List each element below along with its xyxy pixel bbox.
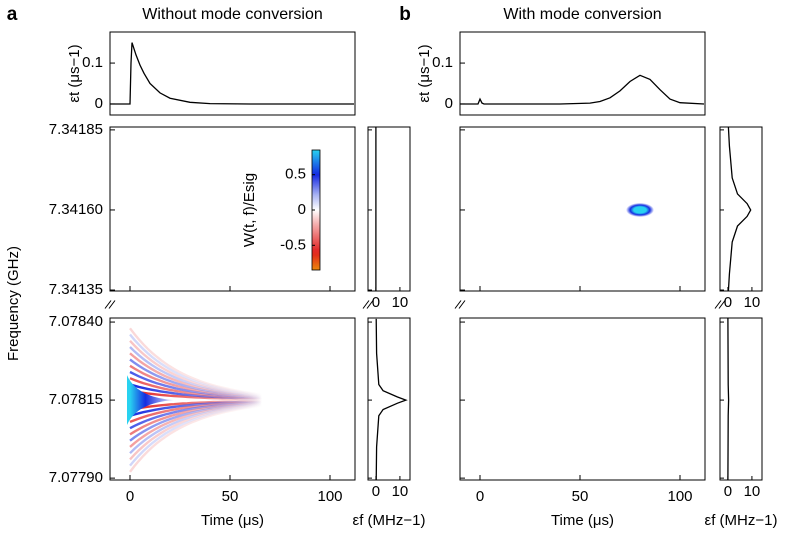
axis-break bbox=[454, 300, 462, 309]
x-axis-label: Time (μs) bbox=[551, 512, 614, 529]
heatmap-background bbox=[460, 127, 705, 291]
plot-frame bbox=[719, 317, 763, 481]
axis-break bbox=[104, 300, 112, 309]
panel-label: b bbox=[399, 4, 411, 25]
x-axis-label: εf (MHz−1) bbox=[705, 512, 778, 529]
colorbar-tick-label: 0.5 bbox=[285, 166, 306, 183]
heatmap-panel bbox=[460, 127, 705, 291]
y-tick-label: 0.1 bbox=[432, 54, 453, 71]
x-tick-label: 10 bbox=[744, 483, 761, 500]
plot-frame bbox=[459, 126, 706, 292]
heatmap-panel bbox=[460, 318, 705, 480]
x-tick-label: 10 bbox=[392, 483, 409, 500]
wigner-ridge bbox=[129, 327, 263, 396]
y-tick-label: 7.34185 bbox=[49, 121, 103, 138]
y-tick-label: 0 bbox=[95, 95, 103, 112]
axis-break bbox=[714, 300, 722, 309]
y-tick-label: 7.34160 bbox=[49, 201, 103, 218]
axis-break bbox=[366, 300, 374, 309]
x-tick-label: 50 bbox=[222, 488, 239, 505]
colorbar-label: W(t, f)/Esig bbox=[241, 173, 258, 247]
heatmap-background bbox=[460, 318, 705, 480]
marginal-line bbox=[727, 127, 752, 291]
heatmap-panel bbox=[110, 318, 355, 480]
x-tick-label: 0 bbox=[372, 483, 380, 500]
trace-line bbox=[460, 74, 705, 105]
y-axis-label: εt (μs−1) bbox=[66, 44, 83, 102]
plot-frame bbox=[459, 31, 706, 116]
panel-title: Without mode conversion bbox=[142, 6, 323, 23]
x-tick-label: 50 bbox=[572, 488, 589, 505]
plot-frame bbox=[367, 317, 411, 481]
plot-frame bbox=[109, 317, 356, 481]
plot-frame bbox=[459, 317, 706, 481]
x-tick-label: 10 bbox=[744, 294, 761, 311]
y-tick-label: 0.1 bbox=[82, 54, 103, 71]
y-tick-label: 7.07840 bbox=[49, 313, 103, 330]
panel-title: With mode conversion bbox=[503, 6, 661, 23]
colorbar-tick-label: 0 bbox=[298, 201, 306, 218]
x-tick-label: 0 bbox=[372, 294, 380, 311]
trace-line bbox=[110, 42, 354, 105]
x-tick-label: 0 bbox=[476, 488, 484, 505]
axis-break bbox=[362, 300, 370, 309]
axis-break bbox=[458, 300, 466, 309]
axis-break bbox=[108, 300, 116, 309]
y-tick-label: 0 bbox=[445, 95, 453, 112]
wigner-peak bbox=[127, 375, 174, 426]
colorbar-tick-label: -0.5 bbox=[280, 236, 306, 253]
plot-frame bbox=[109, 31, 356, 116]
plot-frame bbox=[367, 126, 411, 292]
x-tick-label: 0 bbox=[724, 294, 732, 311]
y-tick-label: 7.07790 bbox=[49, 469, 103, 486]
axis-break bbox=[718, 300, 726, 309]
y-axis-label: Frequency (GHz) bbox=[5, 246, 22, 361]
marginal-line bbox=[727, 318, 730, 480]
plot-frame bbox=[109, 126, 356, 292]
x-tick-label: 10 bbox=[392, 294, 409, 311]
x-tick-label: 100 bbox=[667, 488, 692, 505]
y-tick-label: 7.34135 bbox=[49, 281, 103, 298]
x-axis-label: Time (μs) bbox=[201, 512, 264, 529]
x-tick-label: 0 bbox=[126, 488, 134, 505]
y-tick-label: 7.07815 bbox=[49, 391, 103, 408]
plot-frame bbox=[719, 126, 763, 292]
panel-label: a bbox=[7, 4, 18, 25]
marginal-line bbox=[375, 318, 408, 480]
wigner-peak bbox=[626, 202, 654, 218]
x-axis-label: εf (MHz−1) bbox=[353, 512, 426, 529]
wigner-ridge bbox=[129, 404, 263, 473]
y-axis-label: εt (μs−1) bbox=[416, 44, 433, 102]
x-tick-label: 100 bbox=[317, 488, 342, 505]
x-tick-label: 0 bbox=[724, 483, 732, 500]
